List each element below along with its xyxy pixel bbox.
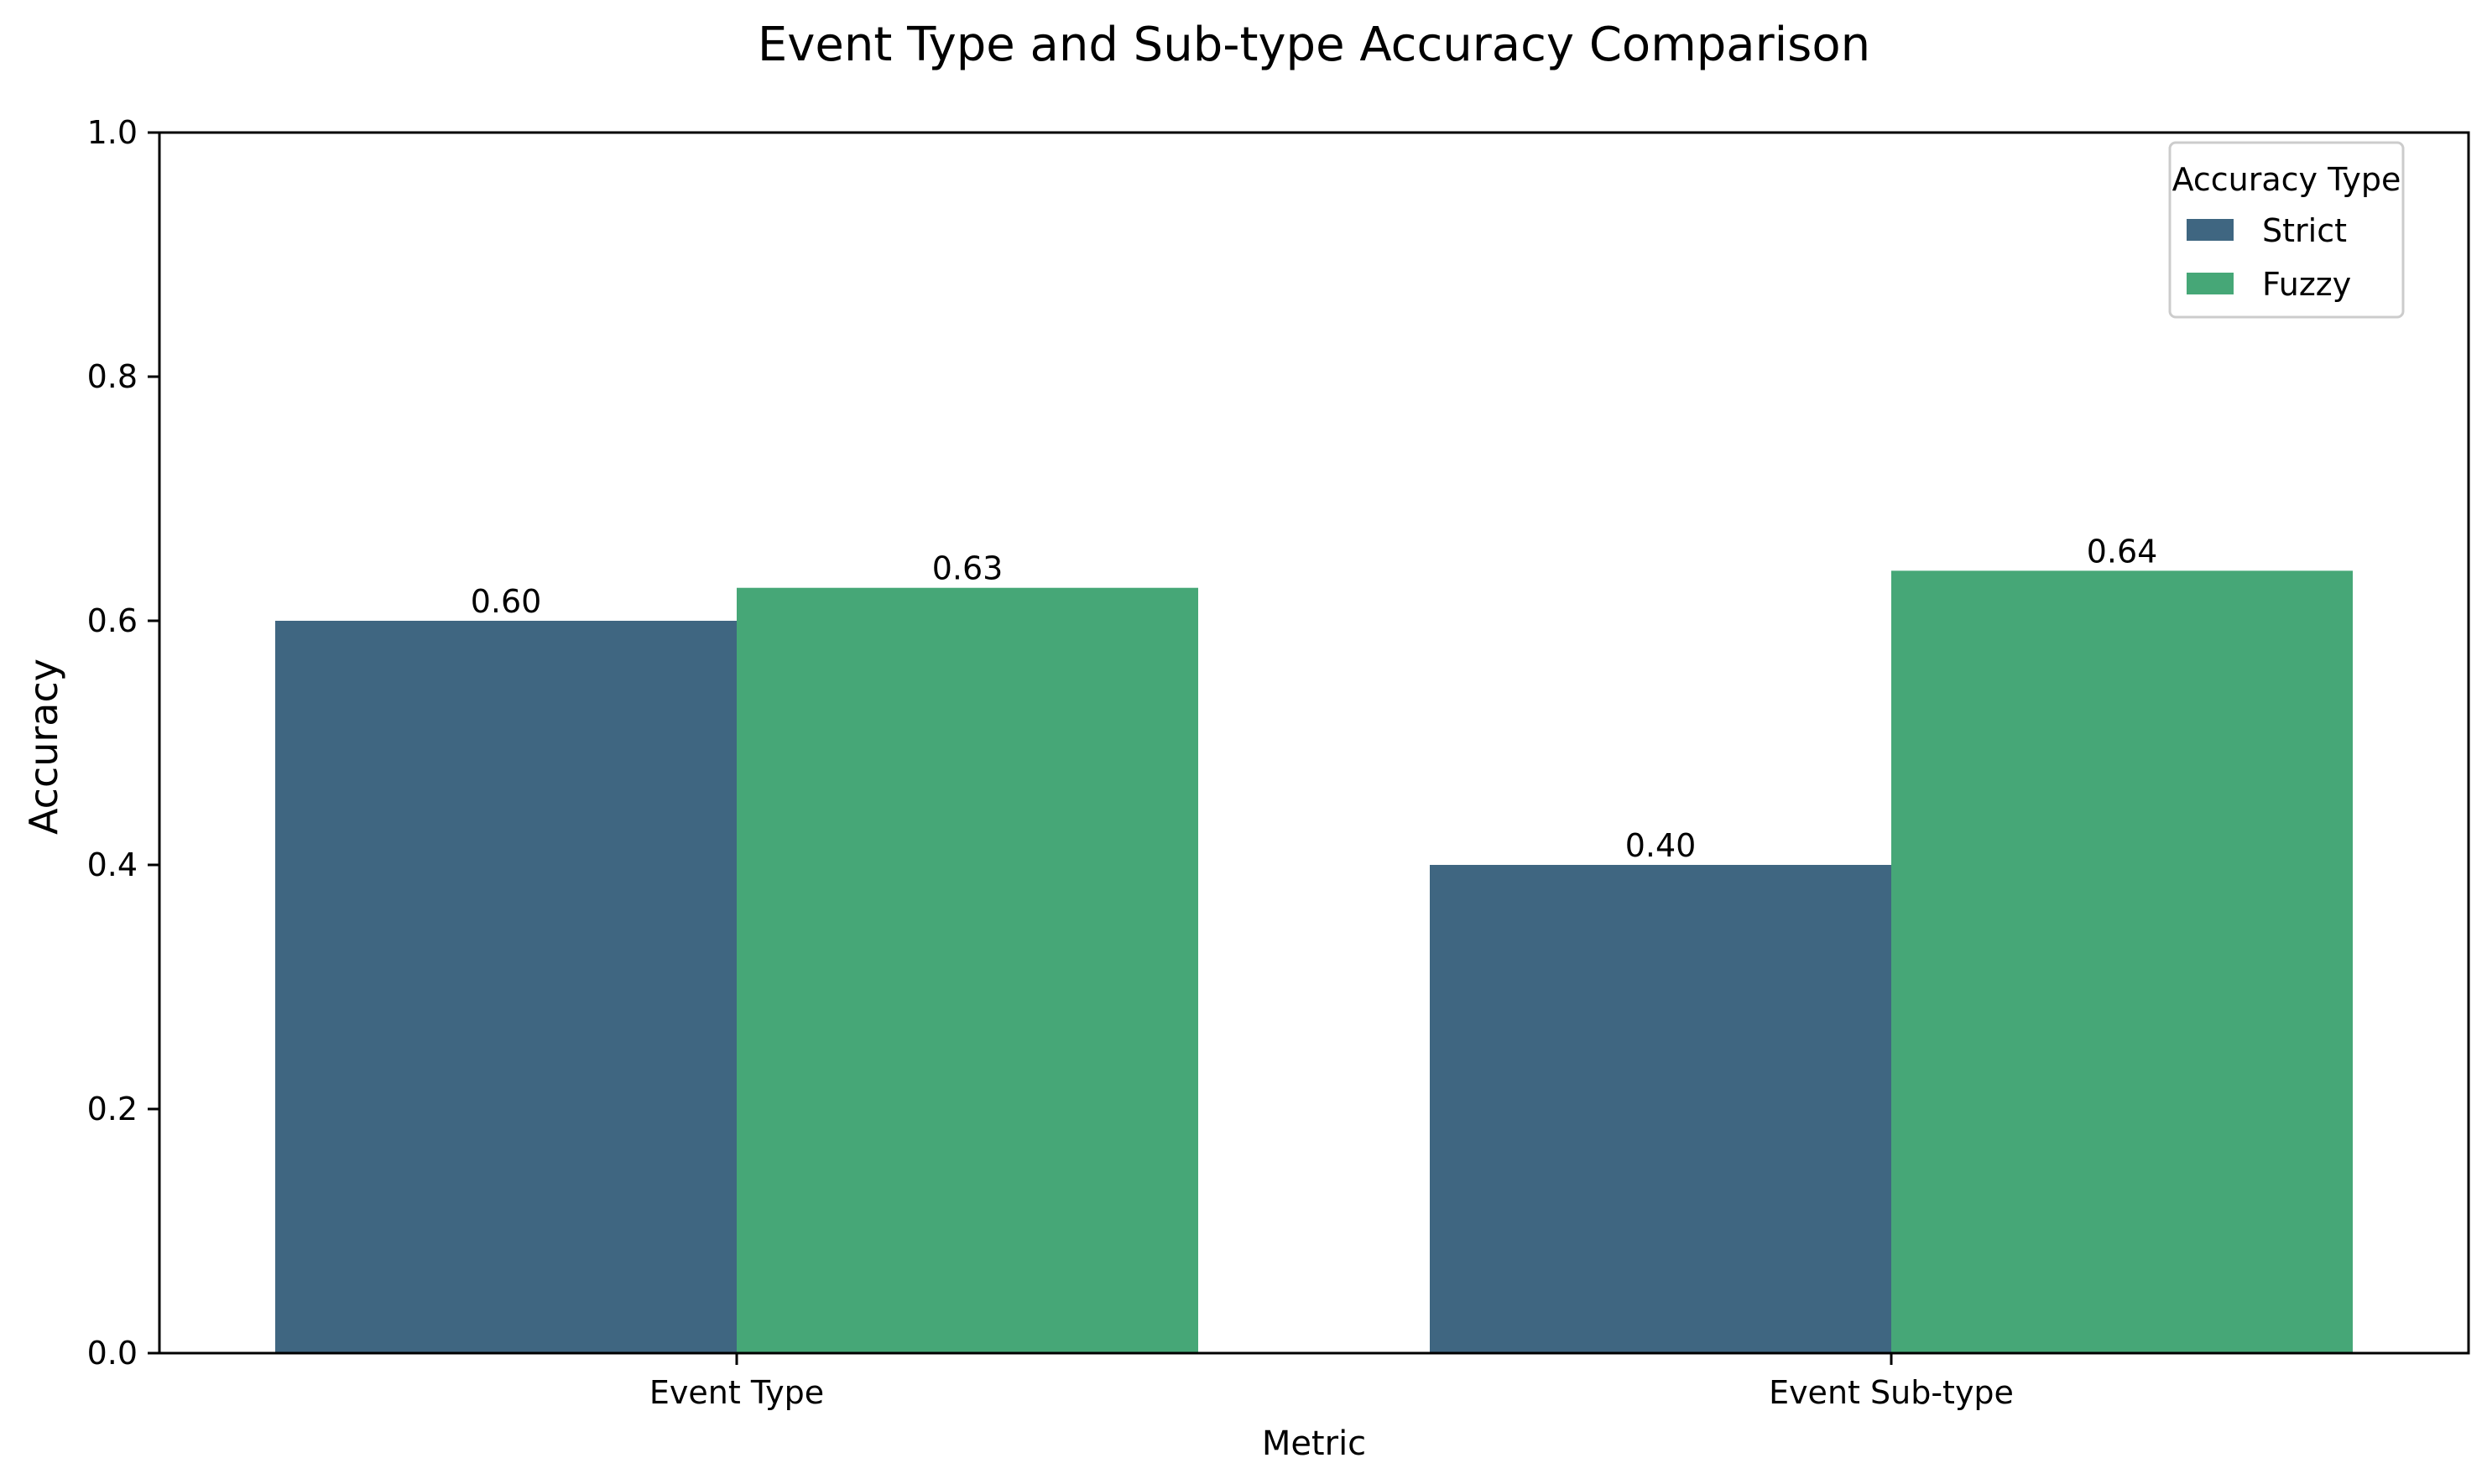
legend-label-strict: Strict — [2262, 212, 2347, 249]
plot-frame — [158, 131, 2470, 1355]
bar-fuzzy-event-sub-type — [1891, 570, 2353, 1353]
legend-swatch-fuzzy — [2187, 273, 2234, 294]
data-labels-layer: 0.60 0.63 0.40 0.64 — [471, 533, 2158, 864]
bars-layer — [275, 570, 2353, 1353]
y-tick-label: 1.0 — [87, 114, 138, 151]
legend-swatch-strict — [2187, 219, 2234, 241]
data-label-strict-event-type: 0.60 — [471, 583, 542, 620]
chart-title: Event Type and Sub-type Accuracy Compari… — [758, 18, 1870, 72]
legend-label-fuzzy: Fuzzy — [2262, 266, 2351, 303]
axes-layer: 0.0 0.2 0.4 0.6 0.8 1.0 Event Type Event Sub-ty… — [87, 114, 2470, 1411]
bar-fuzzy-event-type — [737, 587, 1198, 1353]
data-label-fuzzy-event-type: 0.63 — [932, 550, 1004, 587]
x-tick-label: Event Sub-type — [1769, 1374, 2014, 1411]
y-tick-label: 0.2 — [87, 1091, 138, 1127]
y-axis-label: Accuracy — [21, 659, 66, 835]
legend: Accuracy Type Strict Fuzzy — [2168, 141, 2405, 319]
data-label-fuzzy-event-sub-type: 0.64 — [2087, 533, 2158, 570]
bar-strict-event-type — [275, 621, 737, 1353]
y-tick-label: 0.6 — [87, 602, 138, 639]
y-tick-label: 0.0 — [87, 1335, 138, 1372]
x-tick-label: Event Type — [649, 1374, 824, 1411]
data-label-strict-event-sub-type: 0.40 — [1625, 827, 1697, 864]
bar-strict-event-sub-type — [1430, 865, 1891, 1353]
y-tick-label: 0.4 — [87, 846, 138, 883]
legend-title: Accuracy Type — [2172, 161, 2401, 198]
y-tick-label: 0.8 — [87, 358, 138, 395]
x-axis-label: Metric — [1262, 1424, 1366, 1463]
